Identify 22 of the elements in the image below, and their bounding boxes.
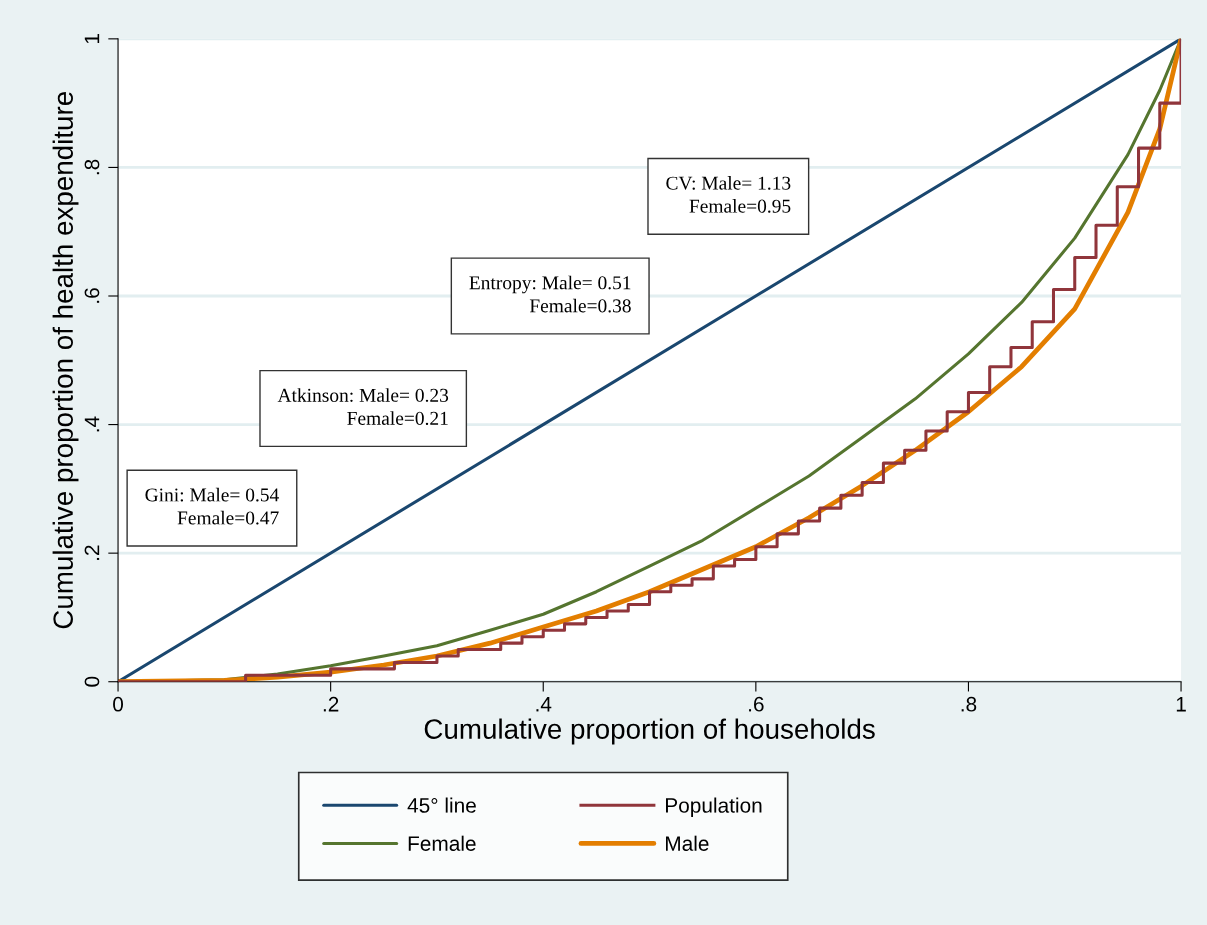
y-tick-label: .6 bbox=[84, 288, 100, 303]
annotation: Gini: Male= 0.54 Female=0.47 bbox=[145, 487, 279, 525]
annotation: Entropy: Male= 0.51 Female=0.38 bbox=[469, 275, 631, 313]
y-tick-label: 0 bbox=[84, 676, 100, 687]
annotation: Atkinson: Male= 0.23 Female=0.21 bbox=[277, 388, 449, 425]
y-tick-label: 1 bbox=[84, 34, 100, 44]
y-tick-label: .8 bbox=[84, 159, 100, 175]
legend-label: Population bbox=[666, 797, 762, 817]
legend-label: Female bbox=[408, 835, 476, 851]
y-tick-label: .4 bbox=[84, 416, 100, 432]
annotation: CV: Male= 1.13 Female=0.95 bbox=[666, 176, 791, 213]
y-axis-title: Cumulative proportion of health expenditure bbox=[52, 92, 79, 629]
x-tick-label: 1 bbox=[1176, 697, 1186, 712]
x-tick-label: 0 bbox=[113, 696, 124, 712]
legend-label: 45° line bbox=[407, 797, 476, 813]
x-axis-title: Cumulative proportion of households bbox=[424, 718, 875, 745]
x-tick-label: .6 bbox=[749, 696, 764, 712]
x-tick-label: .4 bbox=[536, 697, 552, 712]
x-tick-label: .8 bbox=[961, 696, 977, 712]
legend-label: Male bbox=[666, 835, 709, 851]
x-tick-label: .2 bbox=[323, 696, 339, 712]
y-tick-label: .2 bbox=[84, 545, 100, 560]
